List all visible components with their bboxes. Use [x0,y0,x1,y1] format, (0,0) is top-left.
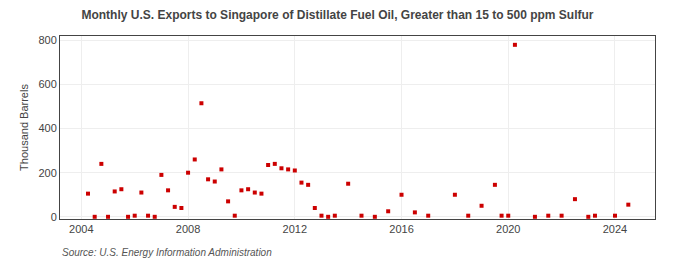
svg-text:400: 400 [38,122,56,134]
svg-text:Source: U.S. Energy Informatio: Source: U.S. Energy Information Administ… [62,247,272,258]
svg-text:200: 200 [38,167,56,179]
svg-text:Monthly U.S. Exports to Singap: Monthly U.S. Exports to Singapore of Dis… [81,8,593,22]
svg-text:2008: 2008 [176,223,200,235]
svg-text:600: 600 [38,78,56,90]
svg-text:Thousand Barrels: Thousand Barrels [18,84,30,171]
svg-text:800: 800 [38,34,56,46]
svg-text:2004: 2004 [69,223,93,235]
svg-text:0: 0 [51,211,57,223]
svg-text:2016: 2016 [389,223,413,235]
svg-text:2012: 2012 [283,223,307,235]
svg-text:2020: 2020 [496,223,520,235]
svg-text:2024: 2024 [603,223,627,235]
